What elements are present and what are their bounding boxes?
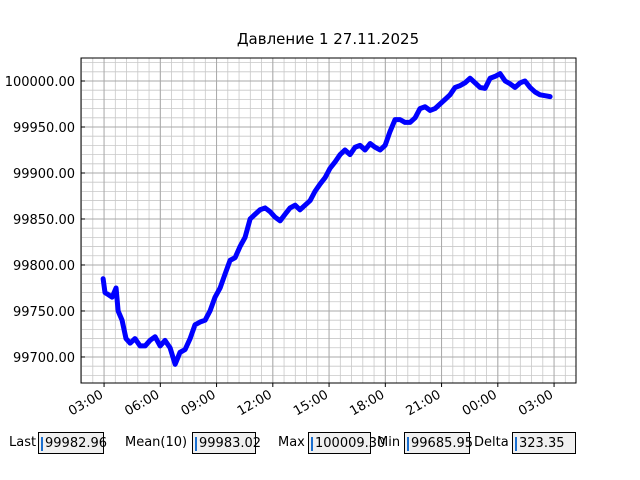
y-tick-label: 99900.00 — [13, 167, 75, 182]
field-label: Delta — [474, 435, 509, 450]
y-tick-label: 99850.00 — [13, 213, 75, 228]
y-tick-label: 99700.00 — [13, 351, 75, 366]
y-tick-label: 99800.00 — [13, 259, 75, 274]
chart-title: Давление 1 27.11.2025 — [237, 30, 419, 48]
y-tick-label: 99750.00 — [13, 305, 75, 320]
x-tick-label: 09:00 — [179, 387, 219, 419]
x-tick-label: 00:00 — [460, 387, 500, 419]
x-tick-label: 15:00 — [291, 387, 331, 419]
x-tick-label: 21:00 — [404, 387, 444, 419]
x-tick-label: 03:00 — [66, 387, 106, 419]
field-value[interactable]: 99983.02 — [192, 432, 261, 454]
x-tick-label: 03:00 — [516, 387, 556, 419]
y-tick-label: 100000.00 — [5, 75, 75, 90]
field-value[interactable]: 100009.30 — [308, 432, 385, 454]
field-label: Mean(10) — [125, 435, 188, 450]
field-label: Min — [377, 435, 401, 450]
field-label: Last — [9, 435, 37, 450]
field-value[interactable]: 99685.95 — [404, 432, 473, 454]
y-tick-label: 99950.00 — [13, 121, 75, 136]
field-value[interactable]: 323.35 — [512, 432, 576, 454]
x-tick-label: 12:00 — [235, 387, 275, 419]
field-value[interactable]: 99982.96 — [38, 432, 107, 454]
plot-frame — [80, 57, 577, 384]
x-tick-label: 06:00 — [122, 387, 162, 419]
x-tick-label: 18:00 — [347, 387, 387, 419]
data-line — [100, 71, 553, 367]
field-label: Max — [278, 435, 305, 450]
